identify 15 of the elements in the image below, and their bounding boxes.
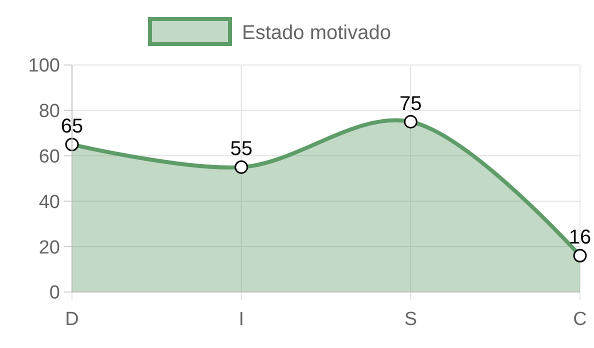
x-tick-label: D <box>65 309 79 330</box>
y-tick-label: 0 <box>49 282 60 304</box>
x-tick-label: C <box>573 309 587 330</box>
y-tick-label: 80 <box>38 101 60 122</box>
x-tick-label: S <box>404 309 418 330</box>
data-label: 16 <box>568 226 592 249</box>
data-label: 75 <box>400 92 422 115</box>
y-tick-label: 100 <box>28 56 60 77</box>
x-tick-label: I <box>238 309 244 330</box>
y-tick-label: 20 <box>38 237 60 258</box>
data-label: 55 <box>230 138 252 160</box>
legend-label: Estado motivado <box>242 22 391 44</box>
y-tick-label: 40 <box>38 192 60 213</box>
data-label: 65 <box>60 115 84 138</box>
y-tick-label: 60 <box>38 146 60 168</box>
